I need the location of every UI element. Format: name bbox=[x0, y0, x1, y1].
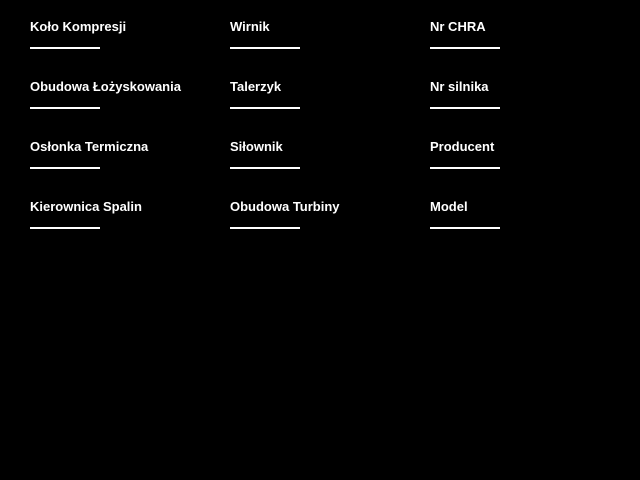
field-nr-chra-value-line[interactable] bbox=[430, 34, 500, 49]
field-label: Model bbox=[430, 199, 468, 214]
field-producent-value-line[interactable] bbox=[430, 154, 500, 169]
field-label: Wirnik bbox=[230, 19, 270, 34]
field-oslonka-termiczna: Osłonka Termiczna bbox=[30, 139, 220, 169]
field-model: Model bbox=[430, 199, 620, 229]
field-obudowa-lozyskowania-value-line[interactable] bbox=[30, 94, 100, 109]
field-wirnik-value-line[interactable] bbox=[230, 34, 300, 49]
field-nr-silnika-value-line[interactable] bbox=[430, 94, 500, 109]
field-nr-chra: Nr CHRA bbox=[430, 19, 620, 49]
field-kierownica-spalin: Kierownica Spalin bbox=[30, 199, 220, 229]
field-kolo-kompresji-value-line[interactable] bbox=[30, 34, 100, 49]
field-label: Kierownica Spalin bbox=[30, 199, 142, 214]
field-silownik-value-line[interactable] bbox=[230, 154, 300, 169]
field-label: Koło Kompresji bbox=[30, 19, 127, 34]
field-label: Producent bbox=[430, 139, 495, 154]
field-silownik: Siłownik bbox=[230, 139, 420, 169]
field-label: Siłownik bbox=[230, 139, 283, 154]
field-kolo-kompresji: Koło Kompresji bbox=[30, 19, 220, 49]
field-model-value-line[interactable] bbox=[430, 214, 500, 229]
field-label: Obudowa Łożyskowania bbox=[30, 79, 181, 94]
field-label: Obudowa Turbiny bbox=[230, 199, 340, 214]
field-nr-silnika: Nr silnika bbox=[430, 79, 620, 109]
field-label: Nr silnika bbox=[430, 79, 489, 94]
field-talerzyk-value-line[interactable] bbox=[230, 94, 300, 109]
field-wirnik: Wirnik bbox=[230, 19, 420, 49]
field-label: Nr CHRA bbox=[430, 19, 486, 34]
field-kierownica-spalin-value-line[interactable] bbox=[30, 214, 100, 229]
field-oslonka-termiczna-value-line[interactable] bbox=[30, 154, 100, 169]
field-producent: Producent bbox=[430, 139, 620, 169]
field-label: Osłonka Termiczna bbox=[30, 139, 149, 154]
field-obudowa-turbiny: Obudowa Turbiny bbox=[230, 199, 420, 229]
field-obudowa-turbiny-value-line[interactable] bbox=[230, 214, 300, 229]
field-obudowa-lozyskowania: Obudowa Łożyskowania bbox=[30, 79, 220, 109]
field-label: Talerzyk bbox=[230, 79, 282, 94]
field-talerzyk: Talerzyk bbox=[230, 79, 420, 109]
